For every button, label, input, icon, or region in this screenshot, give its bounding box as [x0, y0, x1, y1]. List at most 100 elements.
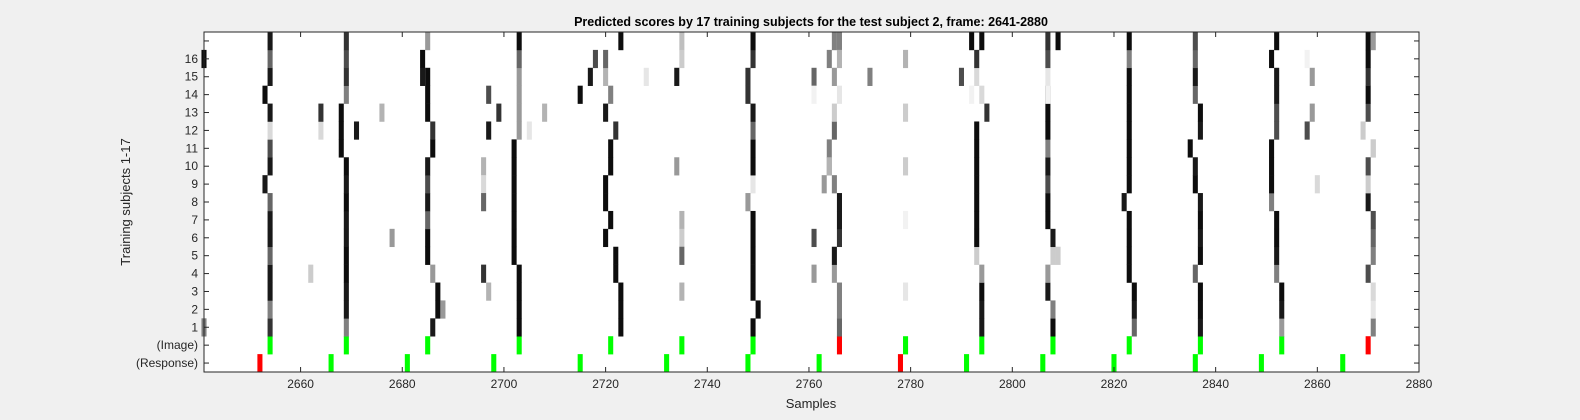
x-axis-ticks: 2660 2680 2700 2720 2740 2760 2780 2800 2820 2840… [287, 32, 1433, 391]
score-cell [826, 157, 832, 176]
y-tick-label: 2 [191, 302, 198, 316]
score-cell [481, 175, 487, 194]
score-cell [481, 264, 487, 283]
y-tick-label: 7 [191, 213, 198, 227]
score-cell [643, 67, 649, 86]
score-cell [338, 121, 344, 140]
image-marker [608, 336, 614, 355]
score-cell [1269, 157, 1275, 176]
score-cell [979, 318, 985, 337]
score-cell [1370, 246, 1376, 265]
score-cell [903, 282, 909, 301]
score-cell [979, 32, 985, 51]
image-marker [1197, 336, 1203, 355]
score-cell [1126, 32, 1132, 51]
score-cell [425, 246, 431, 265]
score-cell [745, 85, 751, 104]
score-cell [750, 282, 756, 301]
score-cell [826, 139, 832, 158]
score-cell [958, 67, 964, 86]
score-cell [1360, 121, 1366, 140]
score-cell [969, 85, 975, 104]
score-cell [903, 103, 909, 122]
score-cell [389, 228, 395, 248]
score-cell [1279, 282, 1285, 301]
score-cell [1126, 85, 1132, 104]
plot-area [204, 32, 1419, 372]
x-tick-label: 2800 [999, 377, 1026, 391]
score-cell [826, 49, 832, 69]
image-marker [1050, 336, 1056, 355]
score-cell [343, 228, 349, 248]
score-cell [1192, 67, 1198, 86]
score-cell [821, 175, 827, 194]
x-tick-label: 2840 [1202, 377, 1229, 391]
score-cell [1126, 157, 1132, 176]
y-tick-label: 8 [191, 195, 198, 209]
score-cell [267, 103, 273, 122]
response-marker [1192, 354, 1198, 373]
y-axis-label: Training subjects 1-17 [118, 138, 133, 265]
image-marker [679, 336, 685, 355]
chart-title: Predicted scores by 17 training subjects… [574, 15, 1048, 29]
score-cell [979, 85, 985, 104]
response-marker [1040, 354, 1046, 373]
score-cell [618, 300, 624, 319]
score-cell [318, 103, 324, 122]
score-cell [750, 175, 756, 194]
score-cell [1274, 121, 1280, 140]
score-cell [425, 67, 431, 86]
score-cell [831, 67, 837, 86]
score-cell [1045, 103, 1051, 122]
score-cell [267, 246, 273, 265]
score-cell [745, 193, 751, 212]
score-cell [750, 139, 756, 158]
score-cell [481, 157, 487, 176]
image-marker [1126, 336, 1132, 355]
score-cell [831, 175, 837, 194]
score-cell [1274, 67, 1280, 86]
response-marker [1111, 354, 1117, 373]
score-cell [755, 300, 761, 319]
score-cell [343, 67, 349, 86]
score-cell [608, 157, 614, 176]
score-cell [679, 228, 685, 248]
score-cell [1131, 282, 1137, 301]
score-cell [267, 193, 273, 212]
image-marker [836, 336, 842, 355]
score-cell [750, 157, 756, 176]
score-cell [587, 67, 593, 86]
score-cell [267, 210, 273, 230]
score-cell [425, 32, 431, 51]
y-tick-label: 4 [191, 267, 198, 281]
score-cell [511, 175, 517, 194]
score-cell [836, 32, 842, 51]
score-cell [516, 121, 522, 140]
score-cell [1126, 228, 1132, 248]
score-cell [516, 67, 522, 86]
score-cell [811, 67, 817, 86]
score-cell [343, 246, 349, 265]
score-cell [425, 175, 431, 194]
score-cell [1131, 318, 1137, 337]
image-marker [1279, 336, 1285, 355]
y-tick-label: 6 [191, 231, 198, 245]
response-marker [897, 354, 903, 373]
score-cell [267, 318, 273, 337]
score-cell [836, 49, 842, 69]
score-cell [526, 121, 532, 140]
score-cell [1126, 175, 1132, 194]
score-cell [267, 32, 273, 51]
score-cell [903, 49, 909, 69]
y-tick-label: 10 [185, 159, 199, 173]
score-cell [1274, 228, 1280, 248]
x-tick-label: 2740 [694, 377, 721, 391]
score-cell [1365, 157, 1371, 176]
image-marker [343, 336, 349, 355]
score-cell [262, 175, 268, 194]
score-cell [1197, 300, 1203, 319]
score-cell [440, 300, 446, 319]
score-cell [511, 228, 517, 248]
score-cell [984, 103, 990, 122]
